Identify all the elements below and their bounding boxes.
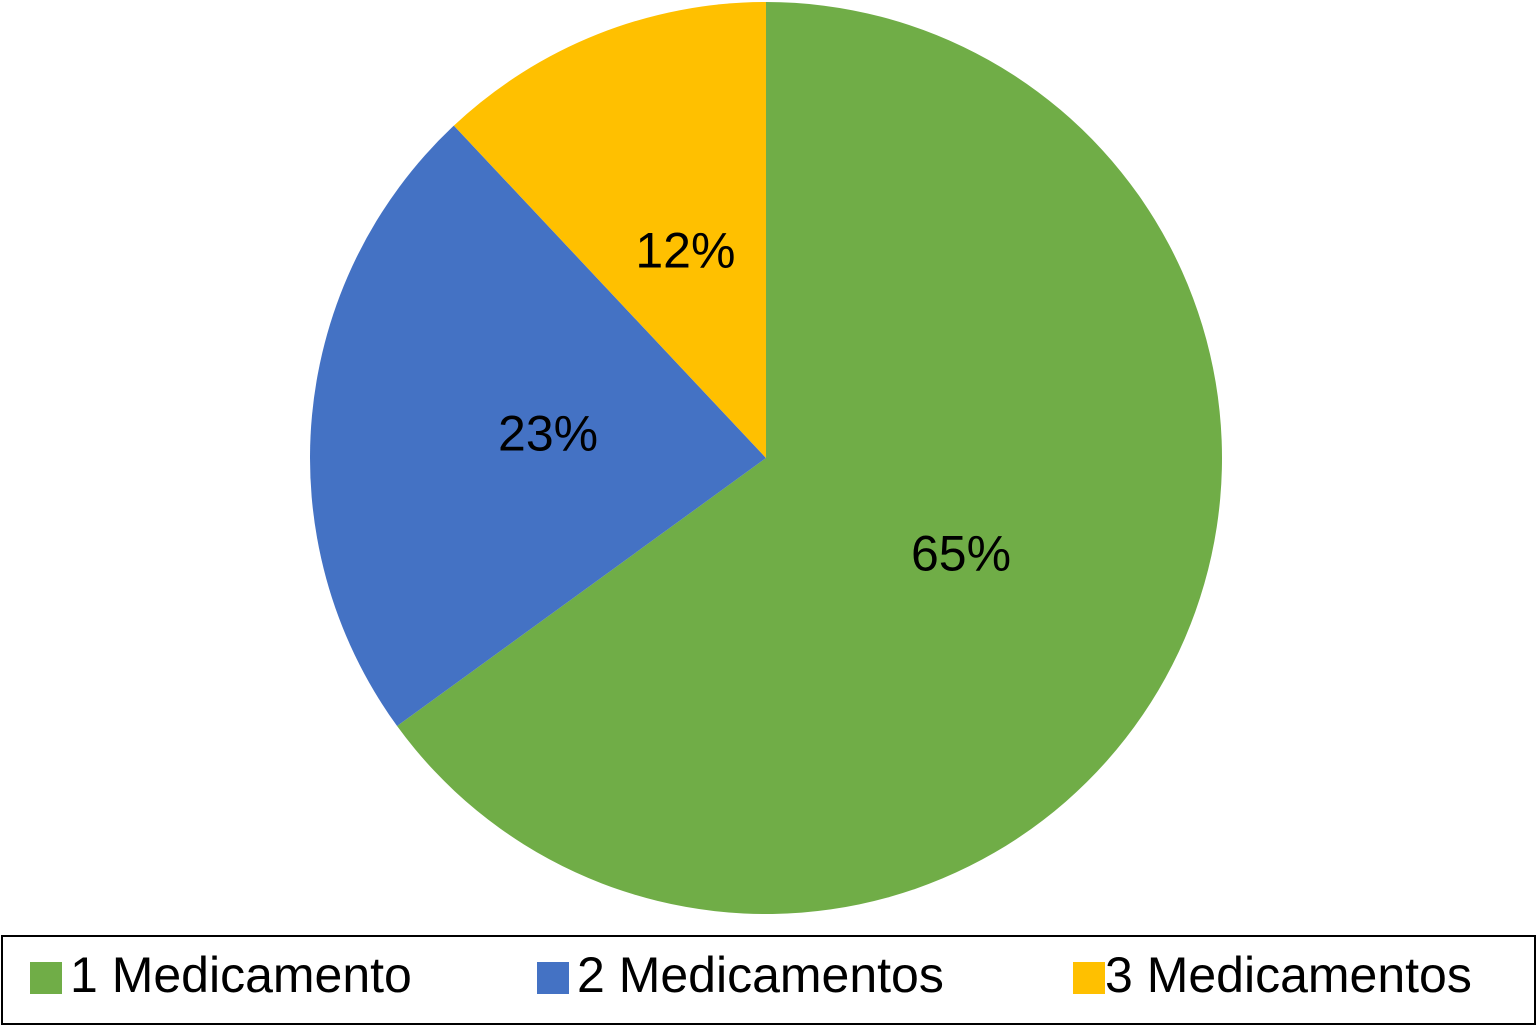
legend-box [1,935,1536,1025]
legend-swatch [30,962,62,994]
legend-swatch [1073,962,1105,994]
pie-slice [310,125,766,727]
pie-slice [453,2,766,458]
data-label: 65% [911,526,1011,582]
legend-swatch [537,962,569,994]
legend-label: 3 Medicamentos [1105,947,1472,1003]
pie-slice [397,2,1222,915]
data-label: 23% [498,406,598,462]
data-label: 12% [635,223,735,279]
legend-label: 2 Medicamentos [577,947,944,1003]
legend-label: 1 Medicamento [70,947,412,1003]
